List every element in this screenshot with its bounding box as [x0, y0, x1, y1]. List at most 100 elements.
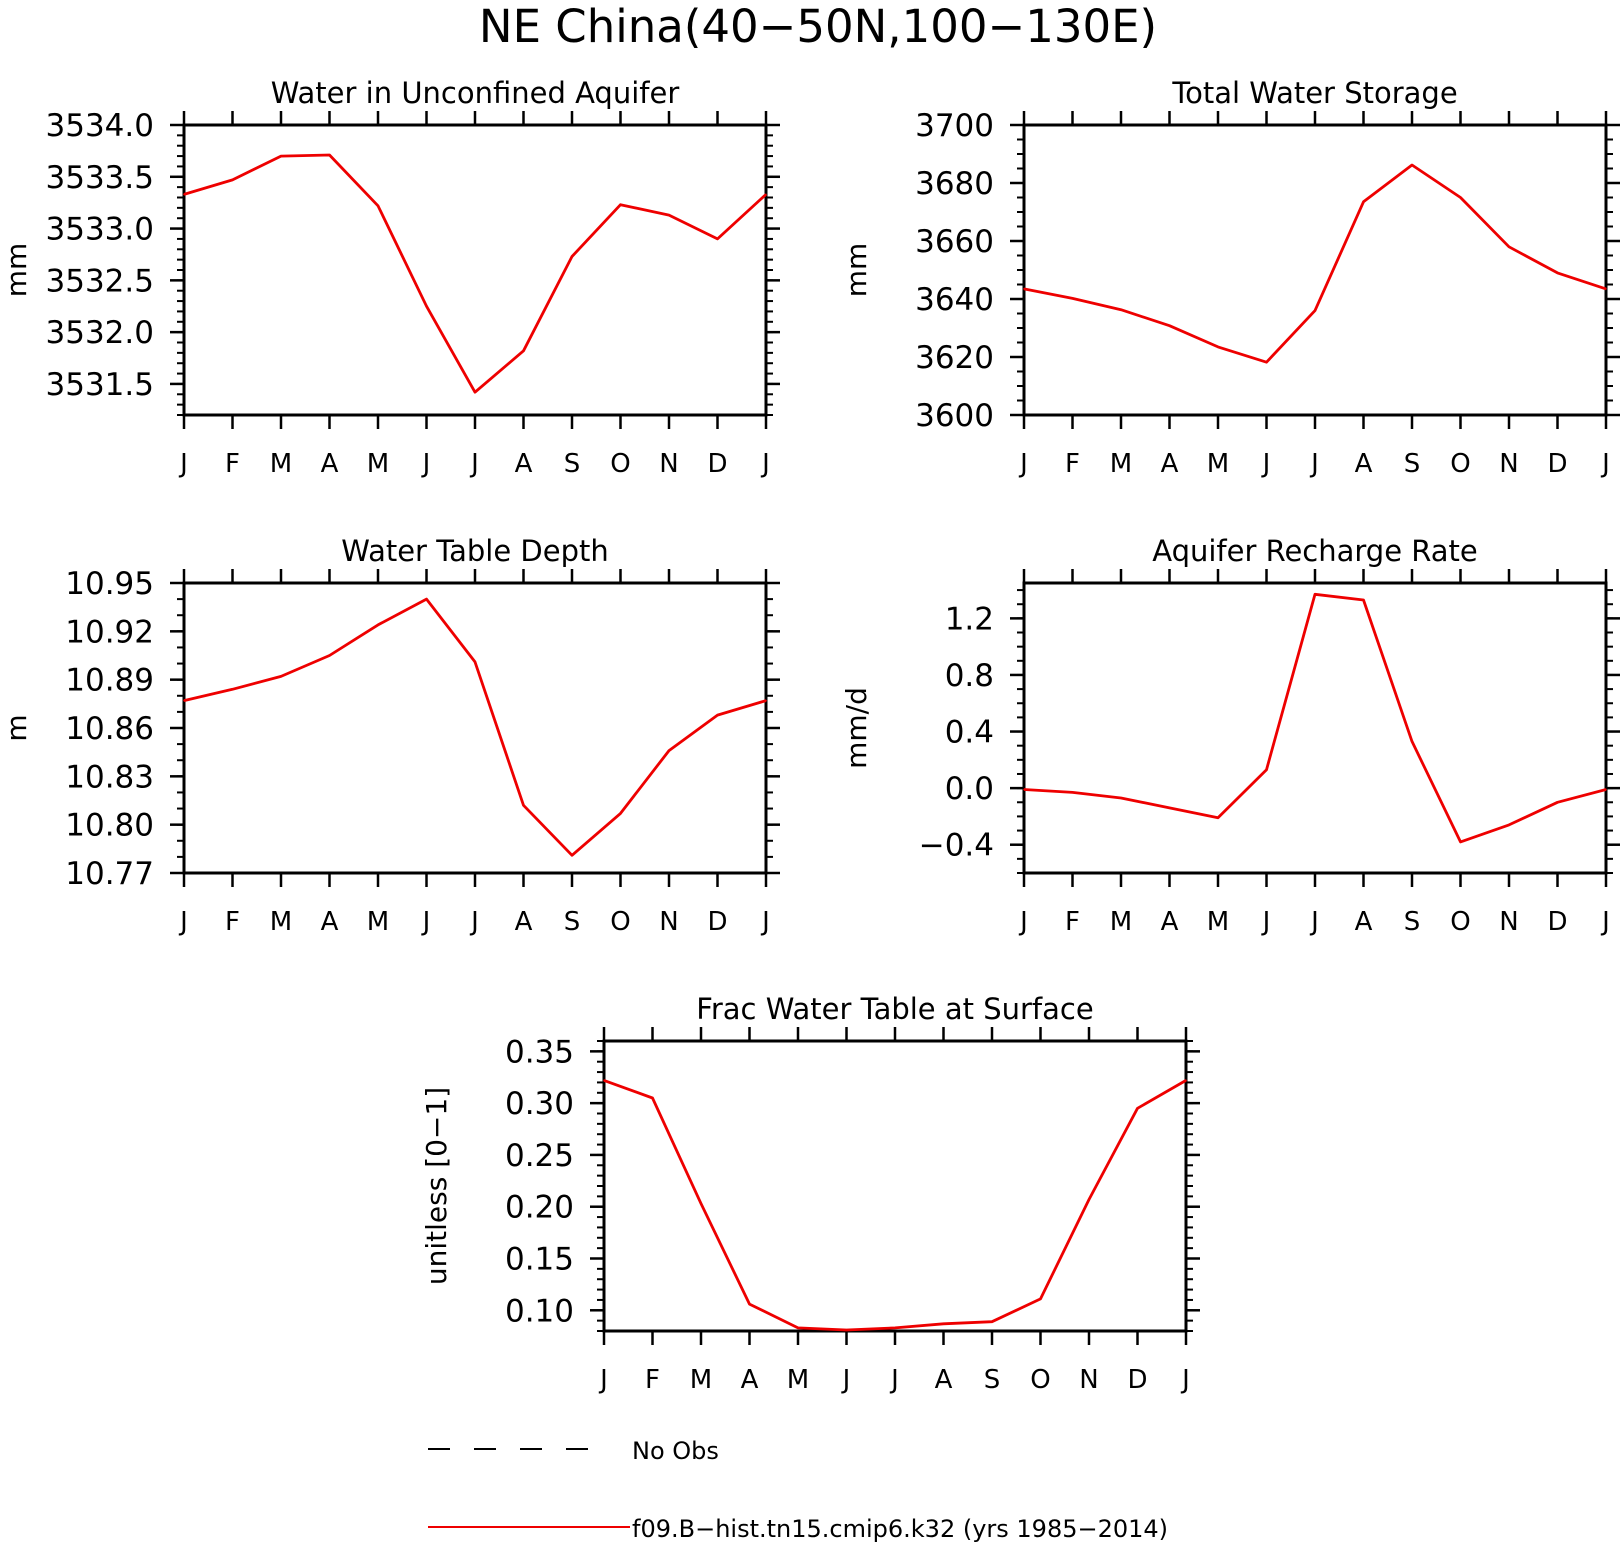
x-tick-label: S	[984, 1365, 1001, 1395]
data-point	[571, 255, 573, 258]
x-tick-label: J	[469, 449, 479, 479]
x-tick-label: M	[270, 449, 292, 479]
data-point	[1314, 309, 1316, 312]
data-point	[522, 804, 525, 807]
y-tick-label: 3532.0	[46, 315, 154, 351]
data-point	[668, 214, 670, 216]
plot-frame	[1022, 581, 1608, 875]
x-tick-label: O	[610, 449, 630, 479]
series-line	[183, 153, 767, 394]
y-tick-label: 10.83	[65, 759, 154, 795]
legend-obs-label: No Obs	[632, 1437, 719, 1465]
y-tick-label: 3600	[915, 398, 994, 434]
x-tick-label: J	[760, 907, 770, 937]
data-point	[1265, 361, 1268, 364]
data-point	[1023, 288, 1025, 290]
x-tick-label: A	[935, 1365, 953, 1395]
x-tick-label: M	[367, 907, 389, 937]
data-point	[1459, 841, 1462, 843]
series-line	[603, 1079, 1187, 1332]
data-point	[1023, 788, 1025, 791]
data-point	[1168, 807, 1171, 809]
x-tick-label: A	[1355, 449, 1373, 479]
data-point	[1071, 791, 1074, 794]
x-tick-label: O	[610, 907, 630, 937]
panel-title: Total Water Storage	[1171, 76, 1457, 110]
legend-model-label: f09.B−hist.tn15.cmip6.k32 (yrs 1985−2014…	[632, 1515, 1168, 1542]
data-point	[474, 661, 476, 663]
data-point	[668, 749, 670, 752]
y-tick-label: 0.25	[505, 1138, 574, 1174]
data-point	[328, 154, 331, 156]
x-tick-label: F	[645, 1365, 660, 1395]
data-point	[716, 714, 719, 716]
x-tick-label: O	[1450, 449, 1470, 479]
y-tick-label: 10.95	[65, 566, 154, 602]
x-tick-label: A	[515, 449, 533, 479]
x-tick-label: S	[1404, 907, 1421, 937]
x-tick-label: M	[1110, 907, 1132, 937]
data-point	[1411, 740, 1413, 743]
data-point	[1265, 768, 1268, 771]
x-tick-label: F	[225, 907, 240, 937]
data-point	[1120, 308, 1122, 311]
x-tick-label: F	[1065, 907, 1080, 937]
y-tick-label: 0.20	[505, 1190, 574, 1226]
data-point	[700, 1202, 702, 1205]
y-tick-label: 3533.5	[46, 160, 154, 196]
series-line	[1023, 163, 1607, 364]
y-tick-label: 10.89	[65, 663, 154, 699]
data-point	[1185, 1079, 1187, 1082]
x-tick-label: F	[225, 449, 240, 479]
plot-frame	[602, 1039, 1188, 1333]
legend: No Obs f09.B−hist.tn15.cmip6.k32 (yrs 19…	[428, 1437, 1168, 1542]
y-tick-label: −0.4	[919, 828, 994, 864]
y-tick-label: 10.77	[65, 856, 154, 892]
plot-frame	[182, 123, 768, 417]
data-point	[619, 203, 622, 206]
x-tick-label: J	[841, 1365, 851, 1395]
data-point	[1605, 288, 1607, 290]
x-tick-label: J	[1309, 449, 1319, 479]
x-tick-label: J	[1018, 449, 1028, 479]
y-tick-label: 0.4	[945, 715, 994, 751]
x-tick-label: J	[889, 1365, 899, 1395]
data-point	[603, 1079, 605, 1082]
x-tick-label: J	[1309, 907, 1319, 937]
x-tick-label: A	[1355, 907, 1373, 937]
series-line	[183, 597, 767, 857]
data-point	[231, 688, 234, 691]
x-tick-label: J	[1600, 449, 1610, 479]
panel-title: Aquifer Recharge Rate	[1152, 534, 1478, 568]
panel-title: Frac Water Table at Surface	[696, 992, 1093, 1026]
x-tick-label: J	[1180, 1365, 1190, 1395]
x-tick-label: J	[178, 449, 188, 479]
x-tick-label: J	[1261, 449, 1271, 479]
data-point	[1217, 817, 1219, 819]
data-point	[1508, 246, 1510, 248]
y-tick-label: 0.15	[505, 1242, 574, 1278]
figure-title: NE China(40−50N,100−130E)	[479, 0, 1157, 53]
x-tick-label: M	[367, 449, 389, 479]
x-tick-label: N	[659, 449, 678, 479]
y-tick-label: 10.86	[65, 711, 154, 747]
data-point	[1039, 1298, 1042, 1300]
y-tick-label: 0.35	[505, 1034, 574, 1070]
panel-title: Water in Unconfined Aquifer	[271, 76, 680, 110]
data-point	[183, 699, 185, 702]
data-point	[765, 193, 767, 196]
y-tick-label: 3534.0	[46, 108, 154, 144]
data-point	[942, 1322, 945, 1325]
chart-panel-3: J F M A M J J A S O N D J10.7710.8010.8310.8610.8910…	[0, 534, 780, 937]
chart-panel-2: J F M A M J J A S O N D J360036203640366036803700Tot…	[840, 76, 1620, 479]
data-point	[571, 854, 573, 857]
x-tick-label: D	[1547, 907, 1567, 937]
y-axis-label: m	[0, 714, 33, 741]
data-point	[522, 349, 525, 352]
y-tick-label: 0.0	[945, 771, 994, 807]
x-tick-label: M	[690, 1365, 712, 1395]
y-tick-label: 3531.5	[46, 367, 154, 403]
x-tick-label: D	[1547, 449, 1567, 479]
data-point	[1362, 201, 1365, 203]
